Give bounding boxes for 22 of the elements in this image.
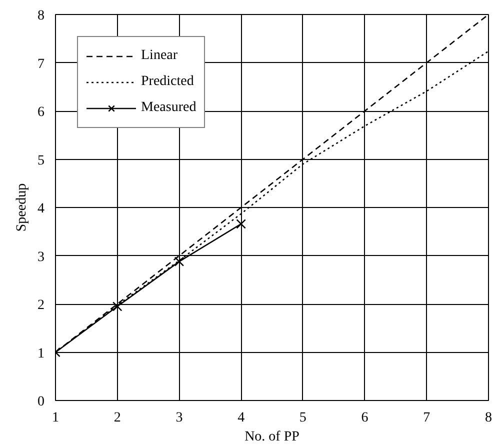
x-axis-title: No. of PP: [244, 430, 300, 444]
x-tick-label: 8: [485, 410, 492, 426]
x-tick-label: 6: [361, 410, 368, 426]
y-tick-label: 3: [38, 250, 44, 265]
x-tick-label: 7: [423, 410, 430, 426]
legend-label: Measured: [141, 99, 196, 117]
x-tick-label: 5: [299, 410, 306, 426]
y-tick-label: 0: [38, 394, 44, 410]
legend-label: Linear: [141, 47, 178, 65]
y-axis-title: Speedup: [14, 183, 30, 232]
y-tick-label: 6: [38, 105, 44, 120]
y-tick-label: 2: [38, 298, 44, 313]
y-tick-label: 7: [38, 56, 44, 72]
x-tick-label: 1: [52, 410, 59, 426]
x-tick-label: 3: [176, 410, 183, 426]
y-tick-label: 4: [38, 202, 44, 216]
x-tick-label: 4: [238, 410, 245, 426]
legend-label: Predicted: [141, 73, 194, 91]
x-tick-label: 2: [114, 410, 121, 426]
y-tick-label: 5: [38, 153, 44, 168]
y-tick-label: 1: [38, 346, 44, 362]
y-tick-label: 8: [38, 8, 44, 24]
